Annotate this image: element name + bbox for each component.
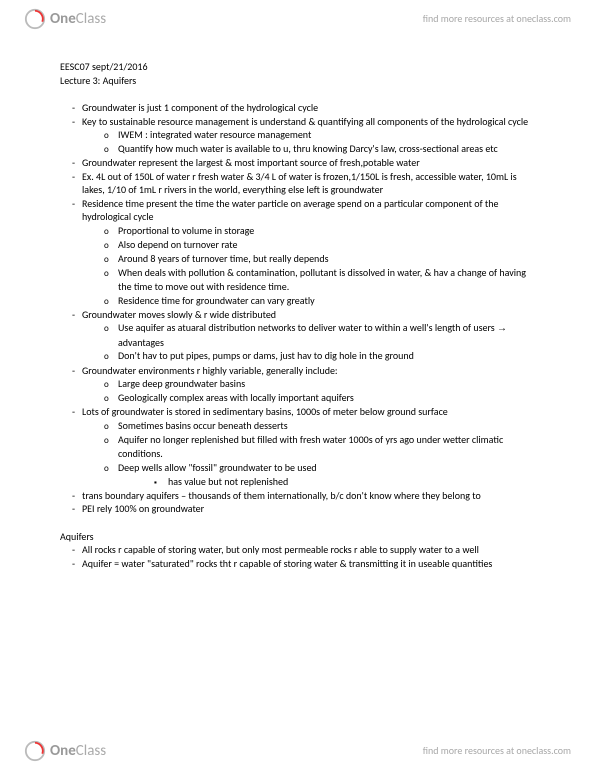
document-body: EESC07 sept/21/2016 Lecture 3: Aquifers … [60,60,535,570]
sub-bullet: Deep wells allow "fossil" groundwater to… [82,461,535,489]
bullet: Lots of groundwater is stored in sedimen… [60,405,535,488]
sub-bullet: Quantify how much water is available to … [82,142,535,156]
sub-bullet: Residence time for groundwater can vary … [82,294,535,308]
logo-icon [24,740,46,762]
brand-text: OneClass [50,9,106,29]
page-header: OneClass find more resources at oneclass… [0,0,595,38]
brand-text: OneClass [50,741,106,761]
brand-logo: OneClass [24,8,106,30]
logo-icon [24,8,46,30]
sub-bullet: Geologically complex areas with locally … [82,391,535,405]
tagline-top: find more resources at oneclass.com [423,12,571,26]
sub-sub-bullet: has value but not replenished [118,475,535,489]
aquifers-heading: Aquifers [60,530,535,544]
sub-bullet: IWEM : integrated water resource managem… [82,128,535,142]
brand-logo-footer: OneClass [24,740,106,762]
bullet: Ex. 4L out of 150L of water r fresh wate… [60,170,535,197]
arrow-icon: → [497,323,507,334]
sub-bullet: Aquifer no longer replenished but filled… [82,433,535,461]
page-footer: OneClass find more resources at oneclass… [0,732,595,770]
bullet: Residence time present the time the wate… [60,197,535,308]
sub-bullet: When deals with pollution & contaminatio… [82,266,535,294]
bullet: Groundwater moves slowly & r wide distri… [60,308,535,364]
sub-bullet: Sometimes basins occur beneath desserts [82,419,535,433]
bullet: PEI rely 100% on groundwater [60,502,535,516]
sub-bullet: Proportional to volume in storage [82,224,535,238]
sub-bullet: Use aquifer as atuaral distribution netw… [82,321,535,349]
sub-bullet: Don't hav to put pipes, pumps or dams, j… [82,349,535,363]
bullet: Groundwater is just 1 component of the h… [60,101,535,115]
sub-bullet: Around 8 years of turnover time, but rea… [82,252,535,266]
bullet: Groundwater represent the largest & most… [60,156,535,170]
bullet: All rocks r capable of storing water, bu… [60,543,535,557]
main-bullets: Groundwater is just 1 component of the h… [60,101,535,516]
lecture-title: Lecture 3: Aquifers [60,74,535,88]
sub-bullet: Large deep groundwater basins [82,377,535,391]
tagline-bottom: find more resources at oneclass.com [423,744,571,758]
bullet: Aquifer = water "saturated" rocks tht r … [60,557,535,571]
sub-bullet: Also depend on turnover rate [82,238,535,252]
bullet: trans boundary aquifers – thousands of t… [60,489,535,503]
aquifer-bullets: All rocks r capable of storing water, bu… [60,543,535,570]
course-line: EESC07 sept/21/2016 [60,60,535,74]
bullet: Groundwater environments r highly variab… [60,364,535,406]
bullet: Key to sustainable resource management i… [60,115,535,157]
